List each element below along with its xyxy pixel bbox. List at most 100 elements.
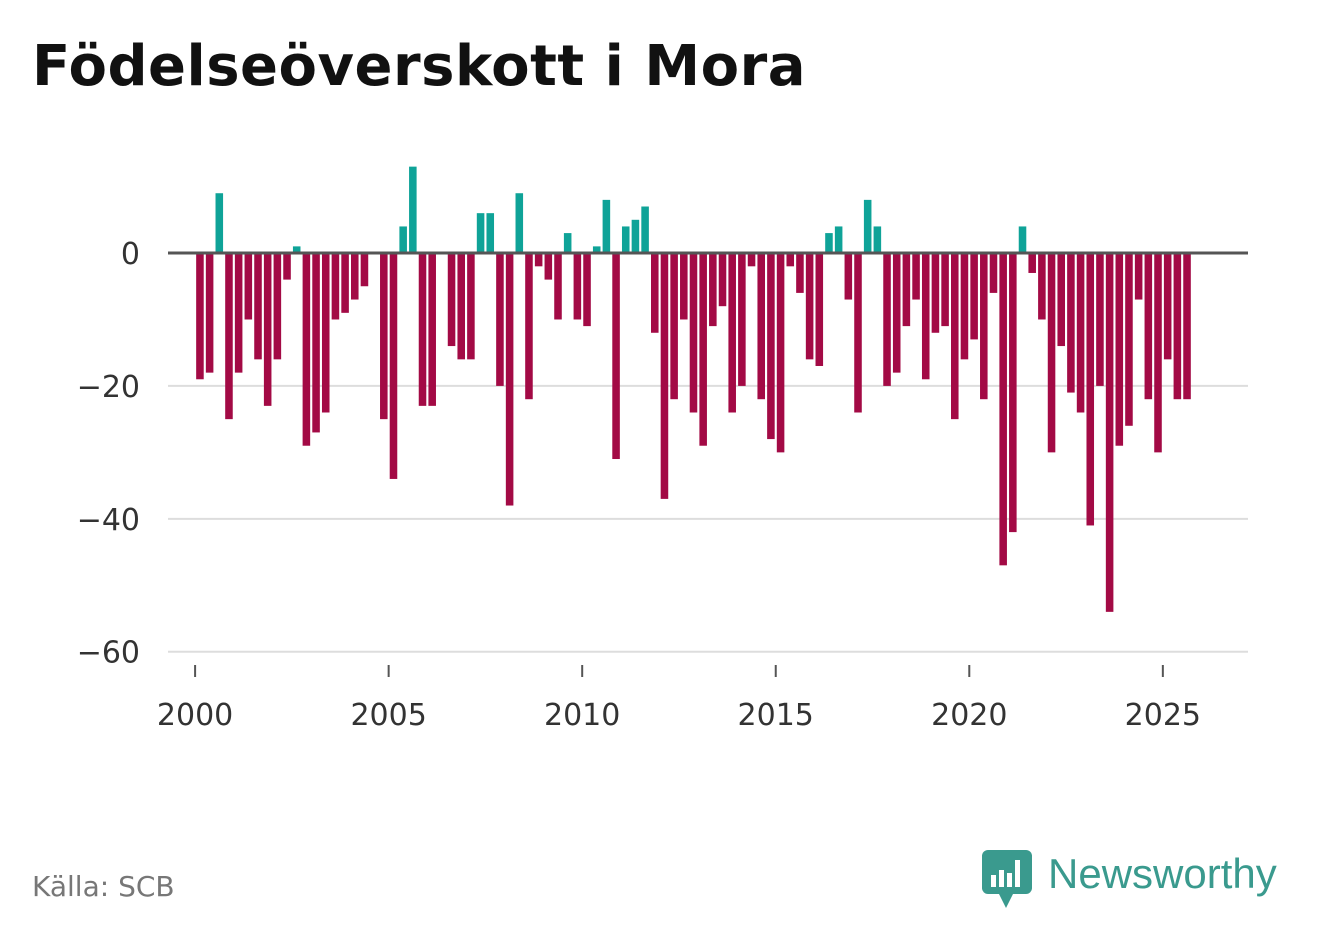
bar-chart-speech-bubble-icon bbox=[982, 850, 1032, 908]
bar bbox=[980, 253, 988, 400]
bar bbox=[573, 253, 582, 320]
bar bbox=[660, 253, 669, 499]
y-axis-labels: 0 −20 −40 −60 bbox=[77, 237, 140, 671]
bar bbox=[805, 253, 814, 360]
bar bbox=[689, 253, 698, 413]
bar bbox=[612, 253, 620, 460]
bar bbox=[1047, 253, 1056, 453]
bar bbox=[951, 253, 959, 420]
bar bbox=[525, 253, 533, 400]
x-tick-label: 2010 bbox=[544, 698, 620, 733]
x-tick-label: 2000 bbox=[157, 698, 233, 733]
bar bbox=[902, 253, 911, 327]
bar bbox=[747, 253, 756, 267]
bar bbox=[515, 193, 524, 254]
bar bbox=[718, 253, 727, 307]
bar bbox=[428, 253, 436, 406]
bar bbox=[215, 193, 224, 254]
bar bbox=[641, 206, 649, 254]
bar bbox=[1144, 253, 1153, 400]
bar bbox=[873, 226, 882, 254]
bar bbox=[534, 253, 543, 267]
bar bbox=[1067, 253, 1075, 393]
bar bbox=[380, 253, 388, 420]
bar bbox=[341, 253, 349, 313]
bar bbox=[1076, 253, 1085, 413]
bar bbox=[921, 253, 930, 380]
bar bbox=[1096, 253, 1104, 386]
bar bbox=[292, 246, 301, 254]
y-tick-label: −60 bbox=[77, 636, 140, 671]
bar bbox=[863, 199, 872, 254]
bar bbox=[321, 253, 330, 413]
bar bbox=[234, 253, 243, 373]
bar bbox=[1163, 253, 1172, 360]
bar bbox=[263, 253, 272, 406]
bar bbox=[283, 253, 291, 280]
bar bbox=[331, 253, 340, 320]
bar bbox=[467, 253, 475, 360]
y-tick-label: −40 bbox=[77, 503, 140, 538]
bars bbox=[196, 166, 1191, 612]
bar bbox=[399, 226, 407, 254]
bar bbox=[312, 253, 320, 433]
bar bbox=[486, 213, 495, 254]
bar bbox=[602, 199, 611, 254]
bar bbox=[1057, 253, 1065, 347]
grid-lines bbox=[168, 384, 1248, 653]
bar bbox=[680, 253, 688, 320]
bar bbox=[554, 253, 562, 320]
bar bbox=[1028, 253, 1036, 273]
bar bbox=[757, 253, 765, 400]
bar bbox=[825, 233, 833, 254]
bar bbox=[912, 253, 920, 300]
bar bbox=[1125, 253, 1133, 426]
bar bbox=[1173, 253, 1182, 400]
bar bbox=[796, 253, 804, 293]
bar bbox=[476, 213, 485, 254]
bar bbox=[728, 253, 736, 413]
bar bbox=[892, 253, 901, 373]
bar bbox=[205, 253, 214, 373]
bar bbox=[776, 253, 785, 453]
bar bbox=[1018, 226, 1027, 254]
bar bbox=[767, 253, 775, 440]
bar bbox=[651, 253, 659, 333]
bar bbox=[1038, 253, 1046, 320]
bar bbox=[883, 253, 891, 386]
bar bbox=[447, 253, 456, 347]
bar bbox=[409, 166, 417, 254]
bar bbox=[563, 233, 572, 254]
bar bbox=[544, 253, 553, 280]
y-tick-label: 0 bbox=[121, 237, 140, 272]
bar bbox=[505, 253, 514, 506]
bar bbox=[699, 253, 707, 446]
bar bbox=[834, 226, 843, 254]
bar bbox=[302, 253, 311, 446]
bar bbox=[457, 253, 465, 360]
chart-title: Födelseöverskott i Mora bbox=[32, 34, 806, 99]
bar bbox=[418, 253, 427, 406]
bar bbox=[273, 253, 282, 360]
source-note: Källa: SCB bbox=[32, 870, 175, 903]
bar bbox=[931, 253, 940, 333]
bar bbox=[621, 226, 630, 254]
bar bbox=[970, 253, 978, 340]
bar bbox=[631, 219, 640, 254]
x-tick-label: 2015 bbox=[738, 698, 814, 733]
bar bbox=[389, 253, 398, 479]
bar bbox=[351, 253, 359, 300]
bar bbox=[496, 253, 504, 386]
bar bbox=[1086, 253, 1095, 526]
bar bbox=[1115, 253, 1124, 446]
bar bbox=[960, 253, 969, 360]
bar bbox=[360, 253, 369, 287]
bar bbox=[1183, 253, 1191, 400]
brand-name: Newsworthy bbox=[1048, 850, 1277, 897]
bar bbox=[244, 253, 253, 320]
bar bbox=[709, 253, 717, 327]
bar bbox=[738, 253, 746, 386]
bar bbox=[999, 253, 1007, 566]
bar bbox=[989, 253, 998, 293]
